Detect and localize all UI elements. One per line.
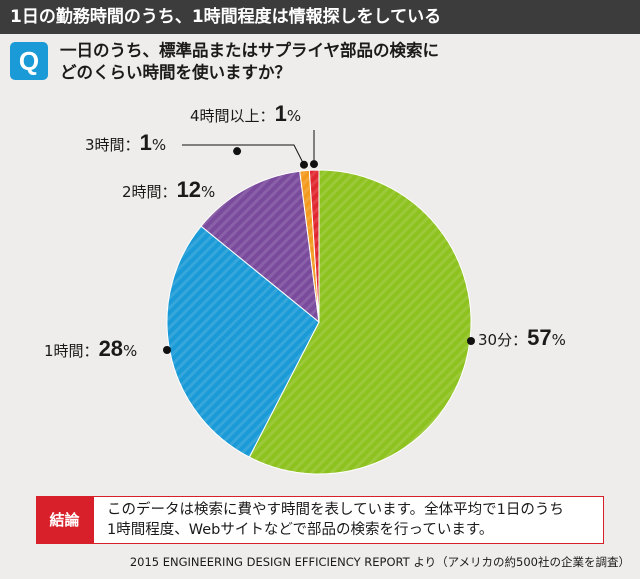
- slice-1h-texture: [167, 226, 319, 458]
- label-30min: 30分：57%: [478, 326, 566, 352]
- label-1h: 1時間：28%: [44, 337, 137, 363]
- conclusion-text: このデータは検索に費やす時間を表しています。全体平均で1日のうち 1時間程度、W…: [107, 500, 564, 540]
- label-1h-sep: ：: [83, 342, 99, 360]
- question-line-1: 一日のうち、標準品またはサプライヤ部品の検索に: [60, 41, 440, 60]
- conclusion-line-1: このデータは検索に費やす時間を表しています。全体平均で1日のうち: [107, 502, 564, 518]
- label-2h-name: 2時間: [122, 183, 162, 201]
- conclusion-box: 結論 このデータは検索に費やす時間を表しています。全体平均で1日のうち 1時間程…: [35, 495, 604, 544]
- label-30min-pct: 57: [527, 325, 552, 350]
- label-2h-unit: %: [201, 183, 216, 201]
- conclusion-tag: 結論: [35, 495, 94, 544]
- label-1h-name: 1時間: [44, 342, 84, 360]
- source-note: 2015 ENGINEERING DESIGN EFFICIENCY REPOR…: [129, 555, 630, 569]
- label-4h-plus-sep: ：: [259, 107, 275, 125]
- slice-30min-texture: [249, 170, 471, 475]
- marker-30min: [467, 337, 475, 345]
- label-30min-name: 30分: [478, 331, 513, 349]
- label-4h-plus: 4時間以上：1%: [190, 102, 301, 128]
- label-2h: 2時間：12%: [122, 178, 215, 204]
- label-2h-sep: ：: [161, 183, 177, 201]
- label-3h: 3時間：1%: [85, 131, 166, 157]
- label-30min-unit: %: [551, 331, 566, 349]
- question-badge: Q: [10, 42, 48, 80]
- label-1h-unit: %: [123, 342, 138, 360]
- question-line-2: どのくらい時間を使いますか？: [60, 63, 291, 82]
- label-30min-sep: ：: [512, 331, 528, 349]
- conclusion-line-2: 1時間程度、Webサイトなどで部品の検索を行っています。: [107, 522, 494, 538]
- label-3h-name: 3時間: [85, 136, 125, 154]
- slice-2h-texture: [201, 171, 319, 322]
- question-text: 一日のうち、標準品またはサプライヤ部品の検索に どのくらい時間を使いますか？: [60, 40, 620, 84]
- label-4h-plus-pct: 1: [274, 101, 287, 126]
- label-3h-sep: ：: [124, 136, 140, 154]
- label-2h-pct: 12: [176, 177, 202, 202]
- label-3h-pct: 1: [139, 130, 152, 155]
- slice-3h-texture: [299, 170, 319, 322]
- slice-4h-plus-texture: [309, 170, 319, 322]
- page-title: 1日の勤務時間のうち、1時間程度は情報探しをしている: [0, 0, 640, 34]
- label-4h-plus-unit: %: [286, 107, 302, 125]
- label-3h-unit: %: [151, 136, 167, 154]
- label-1h-pct: 28: [98, 336, 124, 361]
- marker-1h: [163, 346, 171, 354]
- marker-2h: [233, 147, 242, 156]
- label-4h-plus-name: 4時間以上: [190, 107, 260, 125]
- leader-3h: [182, 144, 305, 165]
